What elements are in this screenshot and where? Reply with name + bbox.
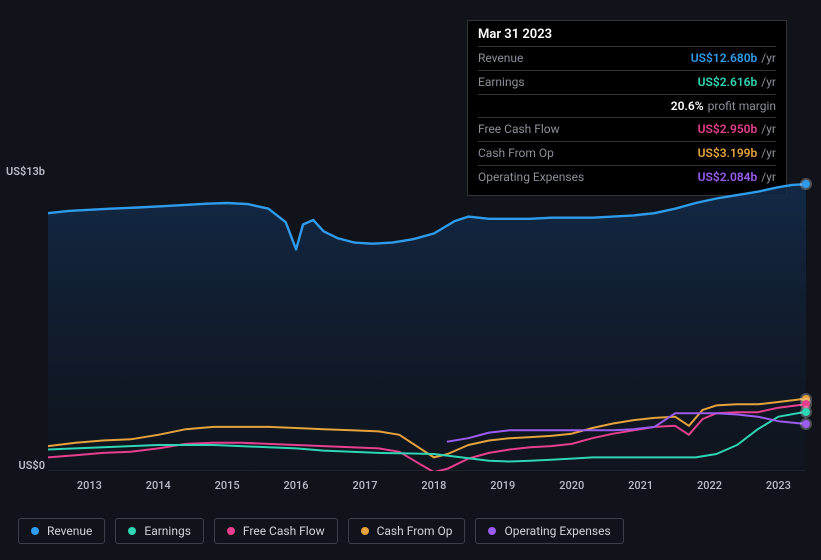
data-tooltip: Mar 31 2023 RevenueUS$12.680b/yrEarnings… [467,20,787,196]
tooltip-row-label: Earnings [478,74,525,91]
x-axis-tick: 2013 [77,479,102,492]
legend-dot-icon [128,527,136,535]
x-axis-tick: 2018 [421,479,446,492]
tooltip-row-unit: /yr [761,146,776,160]
x-axis-tick: 2021 [628,479,653,492]
tooltip-row-value: 20.6% [671,99,704,113]
line-chart [48,177,806,471]
tooltip-row: Cash From Op US$3.199b/yr [478,141,776,165]
legend-item[interactable]: Free Cash Flow [214,518,338,544]
tooltip-row: Free Cash Flow US$2.950b/yr [478,117,776,141]
x-axis-tick: 2017 [352,479,377,492]
legend: Revenue Earnings Free Cash Flow Cash From O… [18,518,624,544]
tooltip-row: Revenue US$12.680b/yr [478,46,776,70]
legend-label: Operating Expenses [504,524,610,538]
x-axis-tick: 2019 [490,479,515,492]
legend-dot-icon [227,527,235,535]
x-axis: 2013 2014 2015 2016 2017 2018 2019 2020 2021 2022… [48,475,806,495]
series-endpoint-dot [802,180,810,188]
tooltip-row-unit: /yr [761,75,776,89]
legend-label: Cash From Op [377,524,453,538]
x-axis-tick: 2022 [697,479,722,492]
legend-label: Earnings [144,524,191,538]
legend-item[interactable]: Earnings [115,518,204,544]
legend-dot-icon [488,527,496,535]
legend-item[interactable]: Revenue [18,518,105,544]
chart-area[interactable] [48,177,806,471]
chart-area-fill [48,184,806,471]
x-axis-tick: 2020 [559,479,584,492]
series-endpoint-dot [802,408,810,416]
tooltip-row-unit: profit margin [708,99,776,113]
tooltip-row-label: Free Cash Flow [478,121,560,138]
tooltip-date: Mar 31 2023 [478,27,776,46]
tooltip-row: 20.6% profit margin [478,94,776,118]
series-endpoint-dot [802,420,810,428]
legend-item[interactable]: Operating Expenses [475,518,623,544]
tooltip-row-unit: /yr [761,51,776,65]
x-axis-tick: 2016 [284,479,309,492]
legend-dot-icon [361,527,369,535]
tooltip-row-label: Revenue [478,50,523,67]
legend-item[interactable]: Cash From Op [348,518,466,544]
tooltip-row-unit: /yr [761,122,776,136]
legend-dot-icon [31,527,39,535]
tooltip-row-value: US$3.199b [698,146,758,160]
legend-label: Free Cash Flow [243,524,325,538]
tooltip-row: Earnings US$2.616b/yr [478,70,776,94]
tooltip-row-value: US$12.680b [691,51,758,65]
y-axis-label: US$13b [0,165,45,178]
x-axis-tick: 2023 [766,479,791,492]
tooltip-row-value: US$2.950b [698,122,758,136]
tooltip-row-value: US$2.616b [698,75,758,89]
y-axis-label: US$0 [0,459,45,472]
legend-label: Revenue [47,524,92,538]
x-axis-tick: 2014 [146,479,171,492]
tooltip-row-label: Cash From Op [478,145,554,162]
x-axis-tick: 2015 [215,479,240,492]
